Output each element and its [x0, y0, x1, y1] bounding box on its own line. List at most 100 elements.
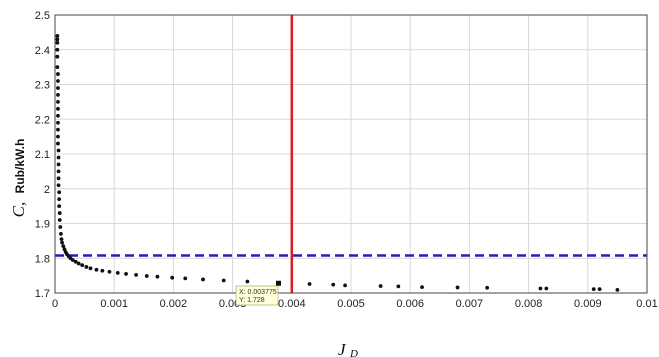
x-axis-label: J D	[338, 340, 358, 357]
data-point	[57, 204, 62, 209]
x-tick-label: 0.009	[574, 298, 602, 310]
reference-lines	[55, 15, 647, 293]
data-point	[56, 176, 61, 181]
data-point	[76, 261, 81, 266]
y-tick-label: 2.5	[35, 10, 50, 22]
data-point	[55, 33, 60, 38]
data-point	[55, 47, 60, 52]
data-point	[343, 283, 347, 288]
data-point	[56, 106, 60, 111]
data-point	[57, 218, 62, 222]
data-point	[378, 284, 383, 288]
x-tick-label: 0.005	[337, 298, 365, 310]
y-tick-label: 2.4	[35, 45, 50, 57]
data-point	[115, 270, 120, 275]
data-point	[59, 232, 63, 236]
data-point	[56, 120, 60, 125]
data-point	[56, 93, 60, 97]
data-point	[80, 263, 85, 268]
data-point	[144, 274, 149, 278]
data-point	[56, 183, 61, 188]
x-tick-label: 0.008	[515, 298, 543, 310]
y-axis-label-main: C, Rub/kW.h	[9, 139, 28, 218]
data-point	[55, 65, 60, 70]
x-axis-label-symbol: J	[338, 340, 347, 357]
data-point	[56, 86, 60, 90]
datatip: X: 0.003775 Y: 1.728	[235, 285, 279, 306]
data-point	[56, 72, 60, 76]
y-tick-label: 1.9	[35, 219, 50, 231]
data-point	[56, 169, 61, 174]
data-point	[155, 274, 160, 279]
data-point	[485, 285, 490, 290]
data-point	[538, 286, 543, 291]
data-point	[591, 287, 596, 292]
data-point	[56, 155, 61, 160]
x-tick-labels: 0 0.001 0.002 0.003 0.004 0.005 0.006 0.007 0.00…	[52, 298, 658, 310]
data-point	[455, 285, 460, 290]
data-point	[307, 282, 312, 286]
x-tick-label: 0.004	[278, 298, 306, 310]
plot-frame	[54, 14, 648, 294]
datatip-box	[235, 285, 279, 306]
y-axis-label-symbol: C,	[9, 202, 28, 218]
data-point	[56, 79, 60, 83]
data-point	[245, 279, 250, 284]
data-point	[615, 287, 620, 292]
x-tick-label: 0.01	[636, 298, 657, 310]
data-point	[107, 269, 112, 274]
data-point	[56, 113, 60, 118]
y-axis-label: C, Rub/kW.h	[9, 139, 28, 218]
data-point	[56, 127, 60, 132]
data-point	[70, 258, 75, 262]
data-point	[55, 40, 60, 45]
data-point	[183, 276, 188, 281]
data-point	[94, 267, 99, 272]
y-axis-label-unit: Rub/kW.h	[13, 139, 27, 194]
x-tick-label: 0	[52, 298, 58, 310]
data-point	[100, 268, 105, 273]
y-tick-label: 1.8	[35, 253, 50, 265]
data-point	[84, 265, 89, 269]
y-tick-label: 2	[44, 184, 50, 196]
datatip-x-label: X: 0.003775	[239, 289, 277, 296]
data-point	[60, 240, 65, 245]
x-tick-label: 0.007	[456, 298, 484, 310]
x-tick-label: 0.006	[396, 298, 424, 310]
y-tick-label: 2.3	[35, 80, 50, 92]
data-point	[134, 273, 139, 277]
data-point	[57, 197, 62, 202]
y-tick-labels: 1.7 1.8 1.9 2 2.1 2.2 2.3 2.4 2.5	[35, 10, 50, 300]
data-point	[597, 287, 602, 292]
data-point	[56, 162, 61, 167]
data-point	[396, 284, 401, 289]
datatip-y-label: Y: 1.728	[239, 297, 265, 304]
data-point	[88, 266, 93, 271]
data-point	[420, 285, 424, 289]
data-point	[56, 99, 60, 104]
data-point	[170, 275, 175, 280]
y-tick-label: 2.1	[35, 149, 50, 161]
data-point	[59, 237, 64, 242]
data-point	[331, 282, 336, 287]
data-point	[61, 244, 66, 248]
data-point	[124, 271, 128, 276]
data-point	[56, 141, 60, 146]
data-point	[73, 259, 78, 264]
data-point	[56, 134, 60, 139]
data-point	[57, 190, 62, 195]
data-point	[201, 277, 205, 282]
data-point	[221, 278, 226, 283]
data-points	[55, 33, 620, 292]
data-point	[55, 54, 60, 59]
x-axis-label-subscript: D	[349, 348, 358, 357]
data-point	[56, 148, 61, 153]
x-tick-label: 0.002	[160, 298, 188, 310]
x-tick-label: 0.001	[100, 298, 128, 310]
data-point	[57, 211, 62, 215]
y-tick-label: 2.2	[35, 114, 50, 126]
y-tick-label: 1.7	[35, 288, 50, 300]
data-point	[58, 225, 63, 229]
data-point	[55, 37, 60, 42]
